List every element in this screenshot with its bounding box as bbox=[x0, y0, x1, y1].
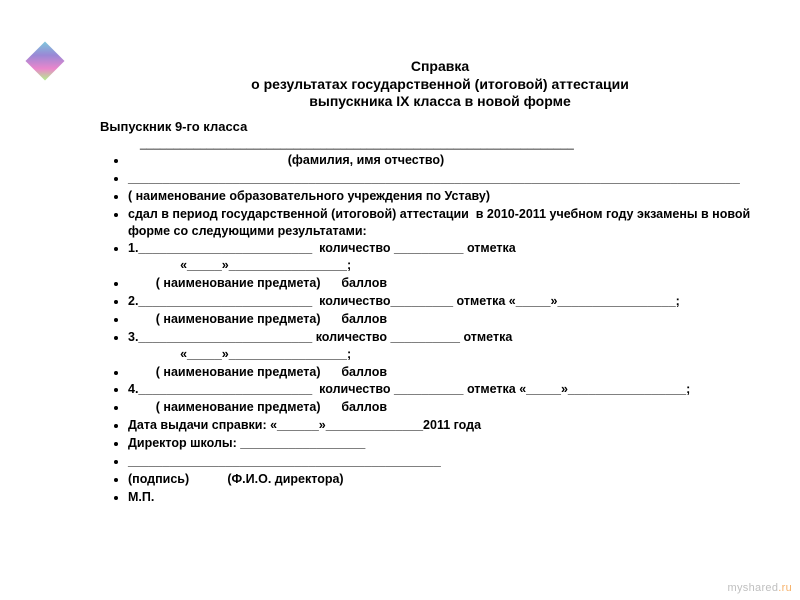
list-item: Директор школы: __________________ bbox=[128, 435, 780, 453]
list-item: 3._________________________ количество _… bbox=[128, 328, 780, 363]
list-item: ( наименование предмета) баллов bbox=[128, 310, 780, 328]
list-item: Дата выдачи справки: «______»___________… bbox=[128, 417, 780, 435]
list-item: ( наименование образовательного учрежден… bbox=[128, 187, 780, 205]
accent-icon bbox=[22, 38, 68, 84]
list-item: (фамилия, имя отчество) bbox=[128, 152, 780, 170]
list-item: ________________________________________… bbox=[128, 452, 780, 470]
watermark-text-2: .ru bbox=[778, 582, 792, 594]
list-item: ( наименование предмета) баллов bbox=[128, 363, 780, 381]
list-item: 2._________________________ количество__… bbox=[128, 293, 780, 311]
list-item: (подпись) (Ф.И.О. директора) bbox=[128, 470, 780, 488]
list-item: 1._________________________ количество _… bbox=[128, 240, 780, 275]
lead-underline: ________________________________________… bbox=[140, 136, 780, 150]
doc-title: Справка о результатах государственной (и… bbox=[100, 58, 780, 111]
watermark: myshared.ru bbox=[728, 582, 792, 594]
page: { "accent": { "colors": ["#6fc2d8", "#8f… bbox=[0, 0, 800, 600]
document-content: Справка о результатах государственной (и… bbox=[100, 58, 780, 506]
list-item: сдал в период государственной (итоговой)… bbox=[128, 205, 780, 240]
list-item: ________________________________________… bbox=[128, 169, 780, 187]
doc-lead: Выпускник 9-го класса bbox=[100, 119, 780, 134]
watermark-text-1: myshared bbox=[728, 582, 779, 594]
list-item: 4._________________________ количество _… bbox=[128, 381, 780, 399]
list-item: ( наименование предмета) баллов bbox=[128, 275, 780, 293]
bullet-list: (фамилия, имя отчество)_________________… bbox=[100, 152, 780, 507]
list-item: М.П. bbox=[128, 488, 780, 506]
list-item: ( наименование предмета) баллов bbox=[128, 399, 780, 417]
